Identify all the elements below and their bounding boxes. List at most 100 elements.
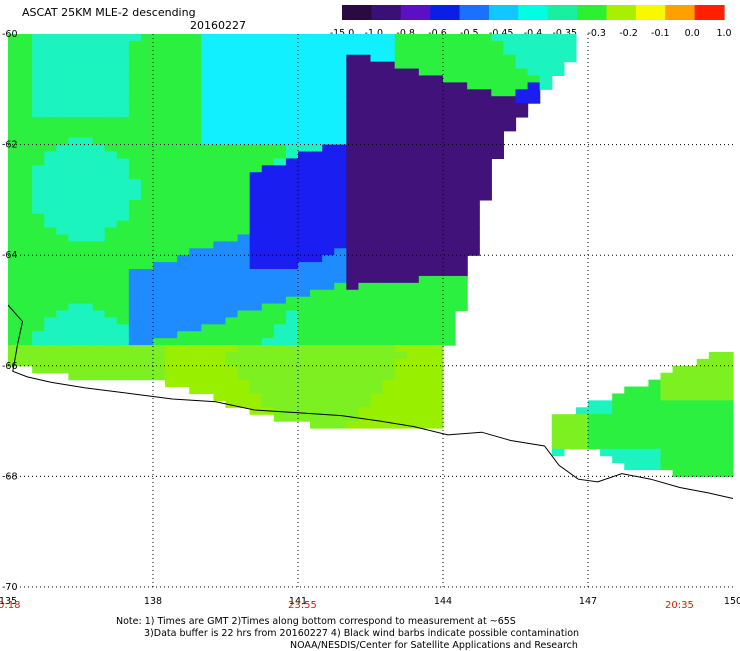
- swath-cell: [165, 110, 178, 118]
- swath-cell: [503, 103, 517, 111]
- swath-cell: [104, 151, 118, 160]
- swath-cell: [298, 407, 311, 415]
- swath-cell: [261, 82, 275, 90]
- swath-cell: [394, 358, 408, 367]
- swath-cell: [213, 172, 227, 180]
- swath-cell: [128, 54, 142, 63]
- swath-cell: [322, 324, 335, 332]
- swath-cell: [104, 262, 118, 270]
- swath-cell: [491, 144, 505, 153]
- swath-cell: [104, 358, 118, 367]
- swath-cell: [249, 68, 263, 77]
- swath-cell: [249, 255, 263, 263]
- swath-cell: [20, 199, 33, 208]
- swath-cell: [467, 220, 480, 229]
- swath-cell: [189, 234, 202, 242]
- swath-cell: [684, 421, 698, 429]
- swath-cell: [128, 269, 142, 277]
- swath-cell: [128, 206, 142, 215]
- swath-cell: [636, 414, 650, 422]
- swath-cell: [322, 192, 335, 201]
- swath-cell: [310, 137, 323, 146]
- swath-cell: [213, 255, 227, 263]
- swath-cell: [80, 192, 94, 201]
- swath-cell: [394, 338, 408, 346]
- swath-cell: [443, 269, 456, 277]
- swath-cell: [648, 462, 662, 471]
- swath-cell: [189, 199, 202, 208]
- swath-cell: [189, 75, 202, 83]
- swath-cell: [8, 103, 21, 111]
- swath-cell: [32, 40, 45, 49]
- swath-cell: [201, 151, 215, 160]
- swath-cell: [334, 47, 347, 56]
- swath-cell: [165, 365, 178, 374]
- swath-cell: [116, 34, 130, 42]
- swath-cell: [430, 89, 444, 97]
- swath-cell: [237, 89, 251, 97]
- swath-cell: [128, 103, 142, 111]
- swath-cell: [32, 275, 45, 284]
- colorbar-label: -0.3: [587, 28, 606, 39]
- swath-cell: [32, 282, 45, 291]
- swath-cell: [213, 192, 227, 201]
- swath-cell: [32, 54, 45, 63]
- swath-cell: [346, 110, 360, 118]
- swath-cell: [588, 441, 601, 450]
- swath-cell: [56, 172, 70, 180]
- swath-cell: [322, 186, 335, 194]
- swath-cell: [44, 317, 57, 325]
- swath-cell: [708, 351, 722, 360]
- swath-cell: [334, 386, 347, 395]
- swath-cell: [406, 400, 420, 408]
- swath-cell: [310, 68, 323, 77]
- swath-cell: [467, 34, 480, 42]
- swath-cell: [310, 82, 323, 90]
- swath-cell: [285, 386, 299, 395]
- swath-cell: [418, 414, 432, 422]
- swath-cell: [443, 82, 456, 90]
- swath-cell: [406, 165, 420, 173]
- swath-cell: [44, 234, 57, 242]
- swath-cell: [213, 282, 227, 291]
- swath-cell: [418, 61, 432, 70]
- lat-label: -60: [2, 29, 18, 40]
- swath-cell: [467, 199, 480, 208]
- swath-cell: [430, 282, 444, 291]
- swath-cell: [32, 130, 45, 139]
- swath-cell: [672, 386, 686, 395]
- swath-cell: [310, 289, 323, 298]
- swath-cell: [44, 144, 57, 153]
- swath-cell: [322, 227, 335, 236]
- swath-cell: [418, 386, 432, 395]
- swath-cell: [56, 82, 70, 90]
- swath-cell: [92, 303, 106, 312]
- swath-cell: [80, 282, 94, 291]
- swath-cell: [20, 165, 33, 173]
- swath-cell: [660, 441, 674, 450]
- swath-cell: [430, 82, 444, 90]
- swath-cell: [273, 358, 287, 367]
- swath-cell: [189, 130, 202, 139]
- swath-cell: [624, 414, 637, 422]
- swath-cell: [382, 421, 396, 429]
- swath-cell: [310, 414, 323, 422]
- swath-cell: [44, 110, 57, 118]
- swath-cell: [225, 289, 239, 298]
- swath-cell: [370, 61, 384, 70]
- swath-cell: [696, 434, 710, 443]
- swath-cell: [140, 289, 154, 298]
- swath-cell: [358, 82, 372, 90]
- swath-cell: [394, 158, 408, 166]
- swath-cell: [92, 269, 106, 277]
- swath-cell: [600, 421, 613, 429]
- swath-cell: [515, 47, 529, 56]
- swath-cell: [322, 116, 335, 125]
- swath-cell: [225, 317, 239, 325]
- swath-cell: [92, 186, 106, 194]
- swath-cell: [249, 75, 263, 83]
- swath-cell: [346, 158, 360, 166]
- swath-cell: [32, 116, 45, 125]
- swath-cell: [140, 96, 154, 104]
- swath-cell: [479, 68, 492, 77]
